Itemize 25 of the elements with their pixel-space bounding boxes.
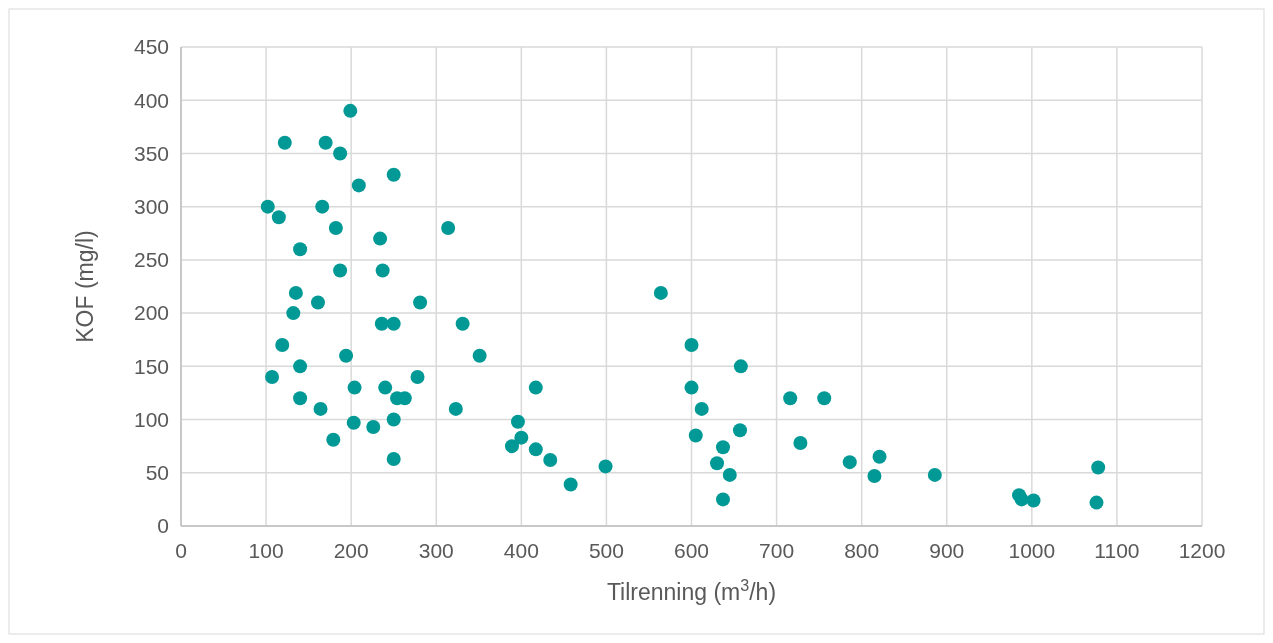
- y-tick-label: 250: [133, 248, 169, 272]
- y-tick-label: 150: [133, 354, 169, 378]
- x-tick-label: 1200: [1178, 539, 1226, 562]
- y-tick-label: 0: [157, 514, 169, 538]
- y-tick-label: 50: [145, 461, 169, 485]
- x-tick-label: 1000: [1008, 539, 1056, 562]
- x-tick-label: 600: [673, 539, 710, 562]
- x-tick-label: 800: [844, 539, 880, 562]
- x-tick-label: 0: [175, 539, 187, 562]
- x-axis-title: Tilrenning (m$^{3}$/h): [606, 576, 777, 605]
- y-tick-label: 100: [133, 407, 169, 431]
- x-tick-label: 500: [588, 539, 624, 562]
- y-axis-title: KOF (mg/l): [72, 230, 98, 343]
- y-tick-label: 200: [133, 301, 169, 325]
- x-tick-label: 700: [759, 539, 795, 562]
- x-tick-label: 1100: [1094, 539, 1140, 562]
- x-tick-label: 200: [333, 539, 369, 562]
- x-tick-label: 400: [503, 539, 539, 562]
- x-tick-label: 100: [248, 539, 284, 562]
- y-tick-label: 400: [133, 88, 169, 112]
- x-tick-label: 300: [418, 539, 454, 562]
- y-tick-label: 450: [133, 35, 169, 59]
- x-tick-label: 900: [929, 539, 965, 562]
- y-tick-label: 350: [133, 141, 169, 165]
- y-tick-label: 300: [133, 195, 169, 219]
